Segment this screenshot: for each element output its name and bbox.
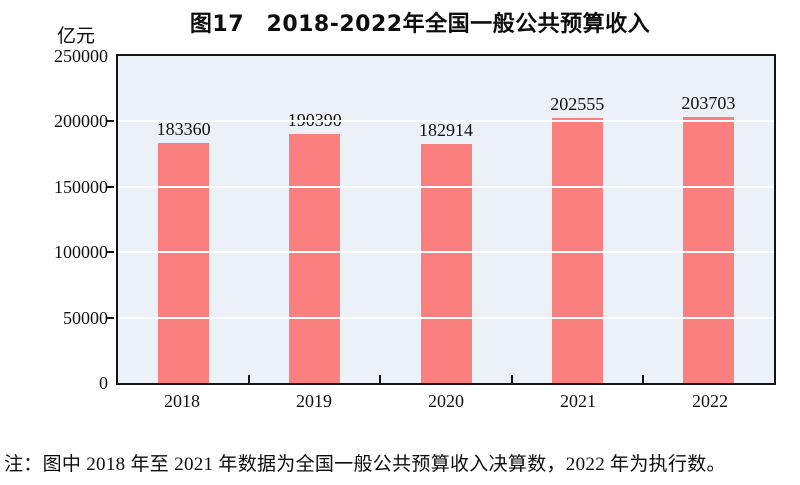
plot-area: 183360 190390 182914 202555 203703 [106, 54, 776, 385]
bar-value-label-2022: 203703 [681, 92, 736, 113]
x-tick-mark-1 [248, 375, 251, 383]
x-axis-label-2021: 2021 [560, 391, 596, 411]
y-axis-label-100000: 100000 [54, 242, 108, 263]
bar-value-label-2019: 190390 [287, 109, 342, 130]
bar-2020 [420, 143, 472, 383]
y-tick-mark-100000 [106, 251, 114, 254]
bar-2019 [289, 133, 341, 383]
gridline-50000 [118, 316, 774, 319]
y-axis-label-50000: 50000 [63, 307, 108, 328]
gridline-200000 [118, 120, 774, 123]
y-axis-tick-labels: 0 50000 100000 150000 200000 250000 [0, 47, 108, 392]
bar-2022 [682, 116, 734, 383]
x-axis-label-2019: 2019 [296, 391, 332, 411]
x-tick-mark-4 [641, 375, 644, 383]
x-axis-category-labels: 2018 2019 2020 2021 2022 [116, 391, 776, 412]
gridline-100000 [118, 251, 774, 254]
bar-cell-2019: 190390 [249, 56, 380, 383]
y-tick-mark-200000 [106, 120, 114, 123]
x-axis-label-2020: 2020 [428, 391, 464, 411]
bar-value-label-2021: 202555 [550, 94, 605, 115]
bar-series: 183360 190390 182914 202555 203703 [118, 56, 774, 383]
bar-cell-2021: 202555 [512, 56, 643, 383]
x-tick-mark-3 [510, 375, 513, 383]
bar-value-label-2020: 182914 [419, 119, 473, 140]
gridline-150000 [118, 185, 774, 188]
y-tick-mark-50000 [106, 316, 114, 319]
x-tick-mark-2 [379, 375, 382, 383]
y-axis-label-200000: 200000 [54, 111, 108, 132]
bar-cell-2022: 203703 [643, 56, 774, 383]
y-axis-unit-label: 亿元 [57, 25, 96, 47]
bar-2021 [551, 118, 603, 383]
bar-cell-2018: 183360 [118, 56, 249, 383]
y-axis-label-0: 0 [99, 373, 108, 393]
chart-title: 图17 2018-2022年全国一般公共预算收入 [189, 12, 651, 37]
bar-value-label-2018: 183360 [156, 119, 211, 140]
y-tick-mark-150000 [106, 185, 114, 188]
y-axis-label-250000: 250000 [54, 46, 108, 66]
x-axis-label-2018: 2018 [164, 391, 200, 411]
bar-2018 [158, 143, 210, 383]
footnote: 注：图中 2018 年至 2021 年数据为全国一般公共预算收入决算数，2022… [4, 454, 726, 475]
x-axis-label-2022: 2022 [692, 391, 728, 411]
bar-cell-2020: 182914 [380, 56, 511, 383]
y-axis-label-150000: 150000 [54, 176, 108, 197]
